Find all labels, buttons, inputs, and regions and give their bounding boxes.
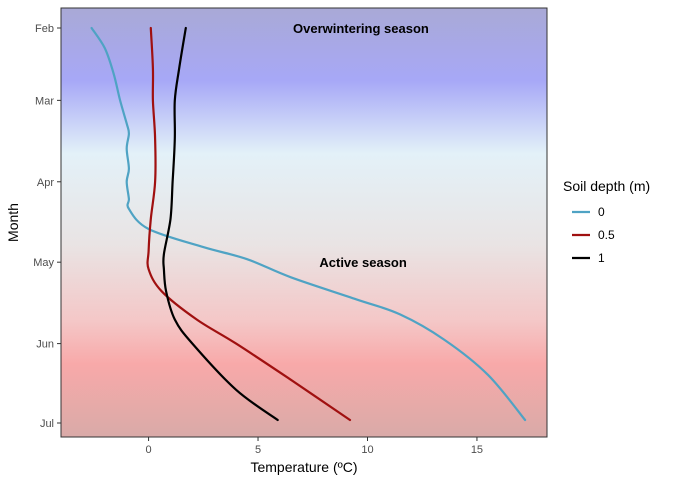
- series-line-1: [162, 26, 279, 422]
- x-axis-title: Temperature (ºC): [250, 459, 357, 475]
- legend-title: Soil depth (m): [563, 178, 650, 194]
- x-tick-label: 0: [146, 444, 152, 456]
- annotation-overwintering-season: Overwintering season: [293, 21, 429, 36]
- legend-items: 00.51: [572, 205, 615, 265]
- y-tick-label: Feb: [35, 23, 54, 35]
- y-tick-label: Jul: [40, 418, 54, 430]
- x-tick-label: 15: [471, 444, 483, 456]
- legend-label: 1: [598, 251, 605, 265]
- legend-label: 0.5: [598, 228, 615, 242]
- y-tick-label: Jun: [36, 339, 54, 351]
- y-tick-label: Mar: [35, 95, 54, 107]
- legend: Soil depth (m) 00.51: [563, 178, 650, 265]
- plot-panel: [61, 8, 547, 437]
- series-line-0: [90, 26, 527, 422]
- y-axis-title: Month: [5, 203, 21, 242]
- annotation-active-season: Active season: [319, 255, 406, 270]
- y-axis: Feb Mar Apr May Jun Jul: [33, 23, 61, 430]
- x-axis: 0 5 10 15: [146, 437, 483, 456]
- y-tick-label: May: [33, 257, 54, 269]
- series-layer: [90, 26, 527, 422]
- y-tick-label: Apr: [37, 177, 54, 189]
- panel-background: [61, 8, 547, 437]
- x-tick-label: 10: [361, 444, 373, 456]
- legend-label: 0: [598, 205, 605, 219]
- panel-border: [60, 7, 548, 438]
- series-line-0-5: [146, 26, 352, 422]
- x-tick-label: 5: [255, 444, 261, 456]
